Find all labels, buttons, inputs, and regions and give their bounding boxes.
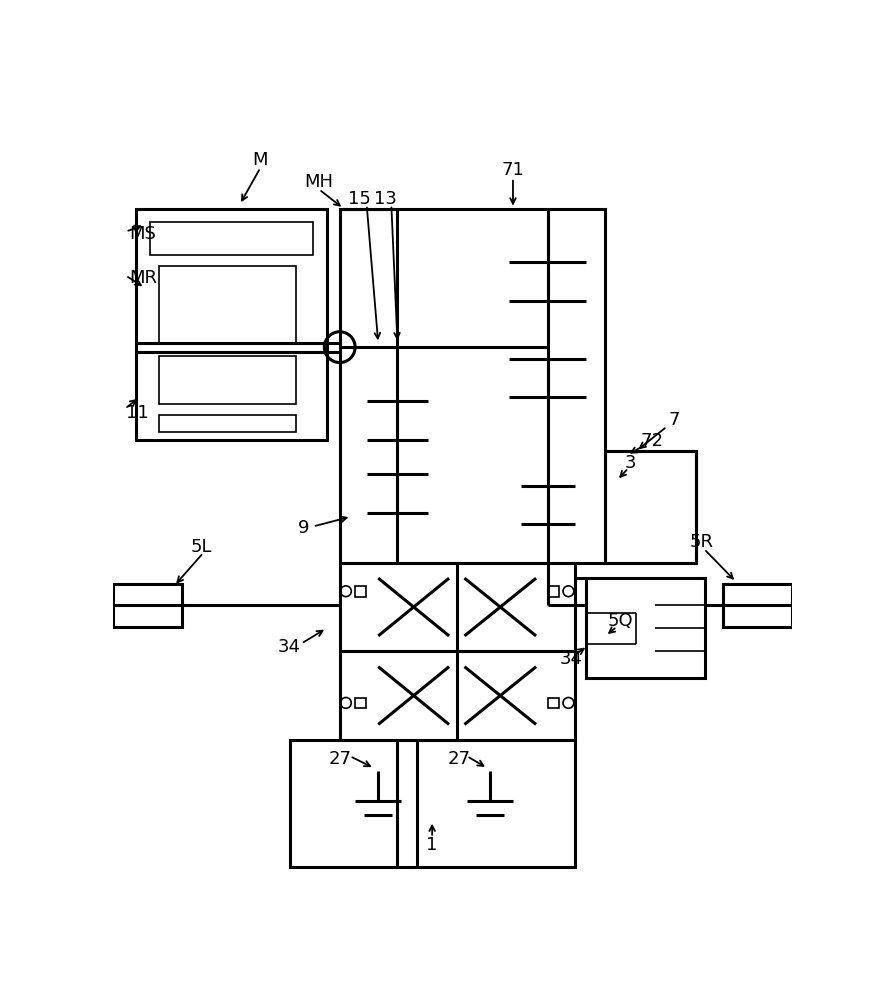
- Text: 7: 7: [669, 411, 681, 429]
- Text: 27: 27: [448, 750, 471, 768]
- Bar: [355, 698, 366, 708]
- Bar: [113, 584, 182, 627]
- Text: 13: 13: [374, 190, 397, 208]
- Text: MR: MR: [130, 269, 157, 287]
- Text: 1: 1: [426, 836, 438, 854]
- Bar: [159, 356, 296, 404]
- Bar: [159, 415, 296, 432]
- Text: 15: 15: [348, 190, 371, 208]
- Text: 11: 11: [126, 404, 149, 422]
- Text: 5L: 5L: [191, 538, 212, 556]
- Text: 9: 9: [298, 519, 309, 537]
- Bar: [340, 563, 575, 651]
- Text: 72: 72: [640, 432, 663, 450]
- Bar: [159, 266, 296, 343]
- Bar: [340, 209, 606, 563]
- Text: 3: 3: [624, 454, 636, 472]
- Bar: [548, 698, 559, 708]
- Text: MH: MH: [305, 173, 334, 191]
- Text: M: M: [253, 151, 268, 169]
- Text: 34: 34: [278, 638, 301, 656]
- Text: 5Q: 5Q: [608, 611, 634, 630]
- Bar: [586, 578, 706, 678]
- Bar: [723, 584, 793, 627]
- Text: 27: 27: [328, 750, 351, 768]
- Text: 5R: 5R: [690, 533, 713, 551]
- Bar: [548, 586, 559, 597]
- Text: 34: 34: [560, 650, 583, 668]
- Bar: [136, 209, 327, 440]
- Bar: [290, 740, 575, 867]
- Text: 71: 71: [502, 161, 525, 179]
- Bar: [149, 222, 313, 255]
- Bar: [606, 451, 696, 563]
- Bar: [355, 586, 366, 597]
- Text: MS: MS: [130, 225, 156, 243]
- Bar: [340, 651, 575, 740]
